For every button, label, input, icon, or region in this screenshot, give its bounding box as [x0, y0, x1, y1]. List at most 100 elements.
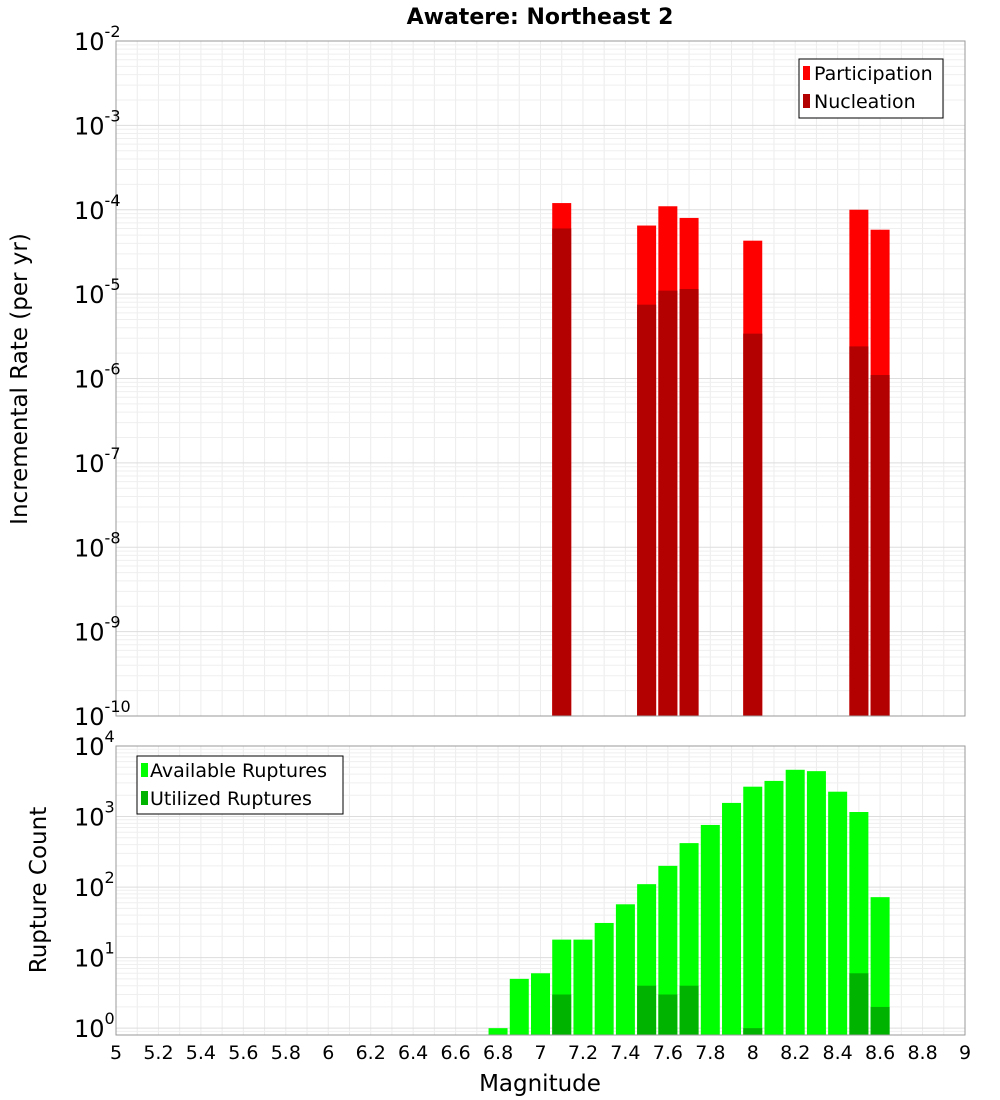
- bottom-y-tick-exponent: 2: [105, 868, 115, 887]
- x-tick-label: 5: [110, 1042, 122, 1064]
- bar-utilized-ruptures-7.6: [658, 994, 678, 1035]
- bottom-legend-box: [136, 755, 344, 815]
- bar-available-ruptures-7: [531, 973, 550, 1035]
- x-tick-label: 9: [959, 1042, 971, 1064]
- x-tick-label: 7.4: [610, 1042, 640, 1064]
- x-tick-label: 8: [747, 1042, 759, 1064]
- bar-utilized-ruptures-7.1: [552, 994, 572, 1035]
- legend-label-participation: Participation: [814, 63, 933, 85]
- bottom-legend: Available Ruptures Utilized Ruptures: [136, 755, 344, 815]
- top-y-tick-label: 10-8: [74, 528, 121, 562]
- top-y-tick-label: 10-6: [74, 360, 121, 394]
- bar-nucleation-7.5: [637, 304, 657, 716]
- bar-available-ruptures-8.1: [764, 780, 784, 1035]
- top-y-tick-exponent: -4: [105, 191, 121, 210]
- bar-available-ruptures-8.3: [806, 771, 826, 1035]
- bar-nucleation-7.7: [679, 289, 699, 716]
- bottom-y-tick-exponent: 3: [105, 798, 115, 817]
- top-legend: Participation Nucleation: [798, 58, 944, 119]
- bottom-bars: [488, 769, 890, 1035]
- bottom-y-tick-label: 104: [74, 727, 115, 761]
- x-tick-label: 5.2: [143, 1042, 173, 1064]
- x-tick-label: 6: [322, 1042, 334, 1064]
- bar-nucleation-7.1: [552, 228, 572, 716]
- bar-utilized-ruptures-7.5: [637, 985, 657, 1035]
- top-y-tick-exponent: -8: [105, 528, 121, 547]
- bottom-y-tick-exponent: 4: [105, 727, 115, 746]
- bar-available-ruptures-7.6: [658, 865, 678, 1035]
- top-y-tick-label: 10-9: [74, 613, 121, 647]
- bar-available-ruptures-7.9: [722, 802, 742, 1035]
- bar-nucleation-8.5: [849, 346, 869, 716]
- x-tick-label: 5.4: [186, 1042, 216, 1064]
- x-tick-label: 7.8: [695, 1042, 725, 1064]
- legend-swatch-available-ruptures: [141, 763, 148, 777]
- top-y-tick-label: 10-7: [74, 444, 121, 478]
- bar-available-ruptures-8: [743, 786, 763, 1035]
- top-y-tick-exponent: -9: [105, 613, 121, 632]
- bottom-y-tick-exponent: 1: [105, 939, 115, 958]
- top-panel: 10-10 10-9 10-8 10-7 10-6 10-5 10-4 10-3 10-2 In…: [7, 22, 966, 731]
- bar-nucleation-7.6: [658, 290, 678, 716]
- bottom-plot-frame: [115, 745, 966, 1036]
- top-gridlines: [115, 41, 966, 717]
- x-tick-label: 8.4: [823, 1042, 853, 1064]
- bar-available-ruptures-6.9: [509, 978, 529, 1035]
- x-tick-label: 8.2: [780, 1042, 810, 1064]
- top-y-ticks: 10-10 10-9 10-8 10-7 10-6 10-5 10-4 10-3 10-2: [74, 22, 131, 731]
- bar-utilized-ruptures-7.7: [679, 985, 699, 1035]
- bar-utilized-ruptures-8.5: [849, 973, 869, 1035]
- top-plot-frame: [115, 40, 966, 717]
- top-bars: [552, 203, 890, 717]
- legend-swatch-nucleation: [803, 94, 810, 108]
- x-tick-label: 7.2: [568, 1042, 598, 1064]
- bar-available-ruptures-7.2: [573, 939, 593, 1035]
- x-axis-label: Magnitude: [479, 1071, 601, 1097]
- bottom-y-tick-label: 102: [74, 868, 115, 902]
- legend-label-available-ruptures: Available Ruptures: [150, 760, 327, 782]
- bar-available-ruptures-7.8: [700, 824, 720, 1035]
- legend-swatch-participation: [803, 66, 810, 80]
- x-tick-label: 7: [534, 1042, 546, 1064]
- x-tick-label: 8.8: [907, 1042, 937, 1064]
- x-tick-label: 7.6: [653, 1042, 683, 1064]
- bottom-y-tick-label: 103: [74, 798, 115, 832]
- top-y-tick-exponent: -3: [105, 106, 121, 125]
- bar-available-ruptures-6.8: [488, 1028, 508, 1035]
- x-ticks: 5 5.2 5.4 5.6 5.8 6 6.2 6.4 6.6 6.8 7 7.2 7.4 7.6 7.8 8…: [110, 1042, 971, 1064]
- top-y-tick-label: 10-5: [74, 275, 121, 309]
- bar-utilized-ruptures-8: [743, 1028, 763, 1035]
- top-y-tick-exponent: -6: [105, 360, 121, 379]
- top-y-tick-exponent: -10: [105, 697, 131, 716]
- top-y-tick-label: 10-10: [74, 697, 131, 731]
- top-y-tick-label: 10-2: [74, 22, 121, 56]
- bottom-y-tick-exponent: 0: [105, 1009, 115, 1028]
- bottom-y-tick-label: 100: [74, 1009, 115, 1043]
- x-tick-label: 5.8: [271, 1042, 301, 1064]
- top-y-tick-exponent: -2: [105, 22, 121, 41]
- top-legend-box: [798, 58, 944, 119]
- bar-nucleation-8: [743, 333, 763, 716]
- legend-swatch-utilized-ruptures: [141, 791, 148, 805]
- bar-available-ruptures-7.3: [594, 922, 614, 1035]
- x-tick-label: 6.4: [398, 1042, 428, 1064]
- top-y-axis-label: Incremental Rate (per yr): [7, 233, 33, 525]
- bar-available-ruptures-7.4: [615, 904, 635, 1035]
- bottom-y-axis-label: Rupture Count: [26, 807, 52, 973]
- bar-available-ruptures-8.6: [870, 897, 890, 1035]
- x-tick-label: 8.6: [865, 1042, 895, 1064]
- top-y-tick-label: 10-3: [74, 106, 121, 140]
- bar-utilized-ruptures-8.6: [870, 1006, 890, 1035]
- bar-nucleation-8.6: [870, 375, 890, 716]
- top-y-tick-exponent: -5: [105, 275, 121, 294]
- legend-label-nucleation: Nucleation: [814, 91, 916, 113]
- x-tick-label: 6.8: [483, 1042, 513, 1064]
- x-tick-label: 5.6: [228, 1042, 258, 1064]
- x-tick-label: 6.6: [440, 1042, 470, 1064]
- top-y-tick-label: 10-4: [74, 191, 121, 225]
- bar-available-ruptures-8.4: [828, 791, 848, 1035]
- chart-title: Awatere: Northeast 2: [407, 5, 674, 30]
